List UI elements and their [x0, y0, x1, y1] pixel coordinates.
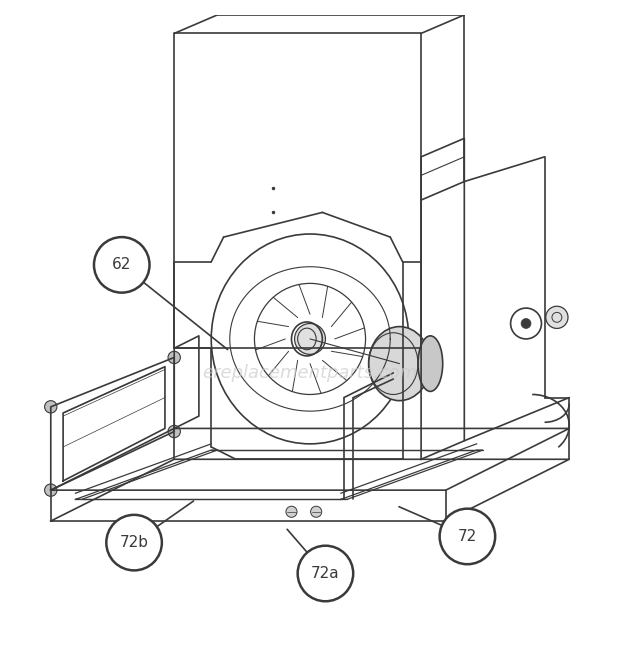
Circle shape	[168, 425, 180, 437]
Ellipse shape	[369, 327, 430, 400]
Circle shape	[168, 351, 180, 364]
Circle shape	[546, 306, 568, 329]
Circle shape	[298, 545, 353, 601]
Circle shape	[294, 324, 326, 355]
Circle shape	[521, 318, 531, 329]
Circle shape	[45, 484, 57, 496]
Circle shape	[311, 506, 322, 518]
Text: 72a: 72a	[311, 566, 340, 581]
Text: 62: 62	[112, 258, 131, 272]
Circle shape	[286, 506, 297, 518]
Circle shape	[94, 237, 149, 292]
Circle shape	[106, 515, 162, 571]
Circle shape	[45, 400, 57, 413]
Ellipse shape	[418, 336, 443, 391]
Text: 72b: 72b	[120, 535, 149, 550]
Circle shape	[440, 509, 495, 564]
Text: ereplacementparts.com: ereplacementparts.com	[202, 364, 418, 382]
Text: 72: 72	[458, 529, 477, 544]
